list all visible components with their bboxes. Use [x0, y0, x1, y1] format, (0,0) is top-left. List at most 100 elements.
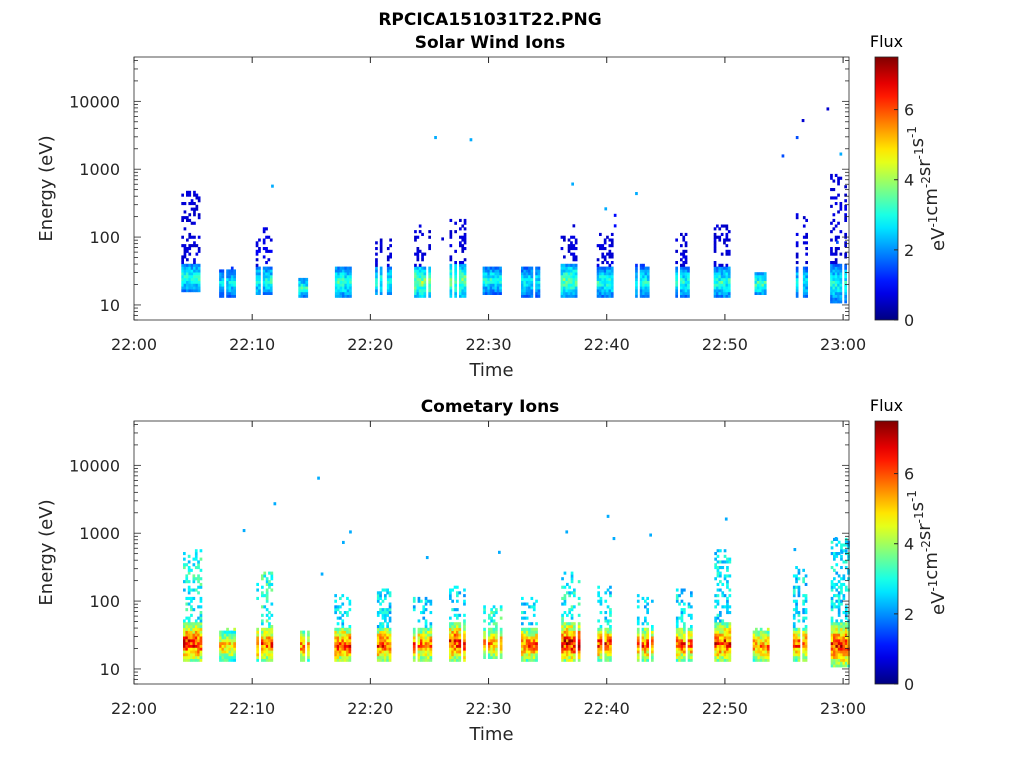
heatmap-cell: [197, 622, 200, 626]
heatmap-cell: [532, 644, 536, 648]
heatmap-cell: [420, 641, 423, 645]
heatmap-cell: [188, 235, 192, 239]
heatmap-cell: [844, 204, 847, 208]
heatmap-cell: [219, 650, 222, 654]
heatmap-cell: [233, 627, 236, 631]
heatmap-cell: [567, 249, 571, 253]
solar-wind-ylabel: Energy (eV): [36, 135, 57, 241]
heatmap-cell: [644, 655, 647, 659]
heatmap-cell: [837, 283, 840, 287]
heatmap-cell: [375, 252, 378, 256]
heatmap-cell: [687, 630, 691, 634]
heatmap-cell: [230, 277, 234, 281]
heatmap-cell: [830, 599, 834, 603]
heatmap-cell: [675, 627, 679, 631]
heatmap-cell: [458, 653, 462, 657]
heatmap-cell: [644, 294, 648, 298]
heatmap-cell: [830, 204, 833, 208]
heatmap-cell: [494, 289, 498, 293]
heatmap-cell: [713, 261, 717, 265]
heatmap-cell: [421, 266, 424, 270]
heatmap-cell: [723, 275, 726, 279]
heatmap-cell: [609, 594, 612, 598]
heatmap-cell: [804, 625, 808, 629]
heatmap-cell: [570, 283, 573, 287]
heatmap-cell: [422, 644, 426, 648]
heatmap-cell: [190, 280, 194, 284]
heatmap-cell: [228, 269, 232, 273]
heatmap-cell: [226, 283, 229, 287]
heatmap-cell: [837, 291, 840, 295]
heatmap-cell: [339, 291, 343, 295]
heatmap-cell: [726, 625, 729, 629]
heatmap-cell: [348, 653, 352, 657]
heatmap-cell: [199, 639, 203, 643]
heatmap-cell: [792, 591, 796, 595]
heatmap-cell: [572, 266, 576, 270]
heatmap-cell: [755, 650, 758, 654]
heatmap-cell: [492, 650, 496, 654]
heatmap-cell: [606, 252, 609, 256]
x-tick-label: 22:10: [229, 335, 275, 354]
heatmap-cell: [270, 650, 274, 654]
heatmap-cell: [521, 289, 524, 293]
heatmap-cell: [523, 289, 527, 293]
heatmap-cell: [265, 269, 268, 273]
heatmap-cell: [412, 630, 416, 634]
heatmap-cell: [416, 247, 420, 251]
heatmap-cell: [412, 650, 416, 654]
heatmap-cell: [570, 289, 573, 293]
heatmap-cell: [842, 658, 846, 662]
heatmap-cell: [268, 625, 271, 629]
heatmap-cell: [336, 622, 340, 626]
heatmap-cell: [451, 650, 454, 654]
heatmap-cell: [341, 653, 345, 657]
heatmap-cell: [832, 261, 836, 265]
heatmap-cell: [830, 608, 834, 612]
heatmap-cell: [265, 286, 268, 290]
y-tick-label: 10000: [69, 92, 120, 111]
heatmap-cell: [528, 280, 531, 284]
heatmap-cell: [805, 275, 808, 279]
heatmap-cell: [428, 244, 431, 248]
heatmap-cell: [721, 594, 725, 598]
heatmap-cell: [802, 269, 806, 273]
heatmap-cell: [606, 619, 610, 623]
heatmap-cell: [389, 291, 392, 295]
heatmap-cell: [802, 650, 805, 654]
heatmap-cell: [226, 658, 229, 662]
heatmap-cell: [802, 611, 805, 615]
heatmap-cell: [804, 636, 808, 640]
heatmap-cell: [687, 283, 690, 287]
heatmap-cell: [412, 636, 416, 640]
heatmap-cell: [219, 269, 222, 273]
heatmap-cell: [682, 283, 686, 287]
heatmap-cell: [424, 633, 428, 637]
heatmap-cell: [488, 616, 491, 620]
heatmap-cell: [199, 622, 203, 626]
heatmap-cell: [723, 627, 727, 631]
heatmap-cell: [427, 655, 430, 659]
heatmap-cell: [725, 249, 729, 253]
heatmap-cell: [720, 294, 724, 298]
heatmap-cell: [187, 602, 191, 606]
heatmap-cell: [719, 574, 722, 578]
heatmap-cell: [797, 591, 801, 595]
heatmap-cell: [636, 636, 640, 640]
heatmap-cell: [226, 294, 229, 298]
heatmap-cell: [199, 625, 203, 629]
heatmap-cell: [183, 272, 187, 276]
heatmap-cell: [641, 596, 645, 600]
heatmap-cell: [532, 636, 536, 640]
heatmap-cell: [226, 650, 229, 654]
heatmap-cell: [680, 616, 684, 620]
heatmap-cell: [718, 227, 722, 231]
heatmap-cell: [417, 627, 421, 631]
heatmap-cell: [233, 630, 236, 634]
heatmap-cell: [456, 655, 459, 659]
heatmap-cell: [599, 244, 602, 248]
heatmap-cell: [190, 599, 193, 603]
heatmap-cell: [644, 616, 647, 620]
heatmap-cell: [336, 644, 340, 648]
heatmap-cell: [523, 294, 527, 298]
